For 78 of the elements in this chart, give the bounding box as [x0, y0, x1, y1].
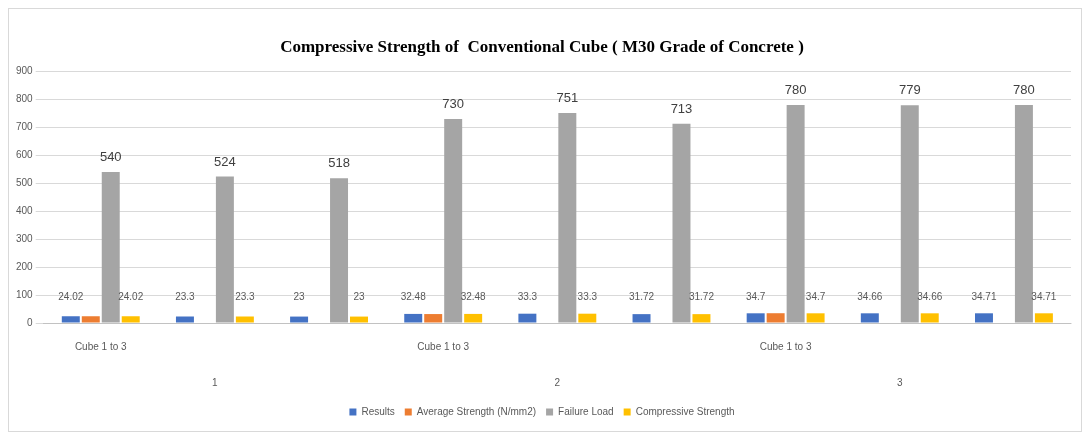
data-label: 24.02: [118, 290, 144, 302]
bar: [235, 316, 254, 323]
bar: [900, 105, 919, 323]
data-label: 730: [442, 96, 465, 111]
data-label: 31.72: [629, 290, 655, 302]
bar: [215, 176, 234, 323]
bar: [920, 313, 939, 323]
y-tick-label: 300: [16, 232, 34, 244]
data-label: 780: [1013, 82, 1035, 98]
data-label: 779: [898, 82, 921, 98]
bar: [1034, 313, 1053, 323]
data-label: 23.3: [175, 290, 196, 302]
chart-title: Compressive Strength of Conventional Cube ( M30 Grade of Concrete ): [280, 36, 804, 56]
text: 2: [554, 376, 561, 388]
bar: [974, 313, 993, 323]
data-label: 33.3: [577, 290, 598, 302]
x-tick-label: Cube 1 to 3: [74, 340, 128, 352]
data-label: 34.7: [745, 290, 766, 302]
bar: [330, 178, 349, 323]
bar: [101, 172, 120, 323]
data-label: 34.7: [805, 290, 826, 302]
legend-label: Average Strength (N/mm2): [416, 405, 537, 417]
data-label: 31.72: [688, 290, 715, 302]
bar: [175, 316, 194, 323]
y-tick-label: 900: [16, 65, 34, 77]
data-label: 540: [99, 149, 122, 165]
y-tick-label: 500: [16, 176, 34, 188]
text: 3: [897, 376, 903, 388]
bar: [672, 123, 691, 323]
bar: [444, 118, 463, 323]
legend-label: Failure Load: [558, 405, 614, 417]
data-label: 32.48: [400, 290, 427, 302]
data-label: 713: [670, 100, 693, 116]
bar: [786, 104, 805, 323]
bar: [464, 313, 483, 323]
x-tick-label: Cube 1 to 3: [417, 340, 470, 352]
bar: [692, 314, 711, 323]
legend-label: Results: [361, 405, 395, 417]
data-label: 518: [328, 155, 350, 171]
y-tick-label: 800: [16, 93, 34, 105]
y-tick-label: 0: [27, 316, 34, 328]
bar: [558, 113, 577, 323]
text: 1: [212, 376, 219, 388]
bar: [290, 316, 309, 323]
data-label: 23.3: [235, 290, 256, 302]
data-label: 23: [353, 290, 366, 302]
bar: [61, 316, 80, 323]
bar: [404, 313, 423, 323]
legend-label: Compressive Strength: [635, 405, 735, 417]
data-label: 34.71: [1031, 290, 1057, 302]
data-label: 524: [214, 153, 236, 169]
bar: [424, 314, 443, 323]
y-tick-label: 700: [16, 121, 34, 133]
bar: [81, 316, 100, 323]
bar: [766, 313, 785, 323]
bar: [1014, 104, 1033, 323]
y-tick-label: 100: [16, 288, 34, 300]
bar: [806, 313, 825, 323]
data-label: 24.02: [58, 290, 84, 302]
bar: [350, 316, 368, 323]
y-tick-label: 400: [16, 204, 34, 216]
data-label: 34.71: [971, 290, 997, 302]
data-label: 780: [784, 82, 807, 98]
bar: [121, 316, 140, 323]
data-label: 32.48: [460, 290, 487, 302]
bar: [860, 313, 879, 323]
data-label: 23: [293, 290, 306, 302]
bar: [632, 314, 651, 323]
data-label: 34.66: [857, 290, 883, 302]
bar: [746, 313, 765, 323]
y-tick-label: 200: [16, 260, 34, 272]
bar: [518, 313, 537, 323]
x-tick-label: Cube 1 to 3: [759, 340, 812, 352]
y-tick-label: 600: [16, 149, 34, 161]
data-label: 751: [556, 90, 579, 106]
data-label: 34.66: [917, 290, 943, 302]
data-label: 33.3: [517, 290, 538, 302]
bar: [578, 313, 597, 323]
